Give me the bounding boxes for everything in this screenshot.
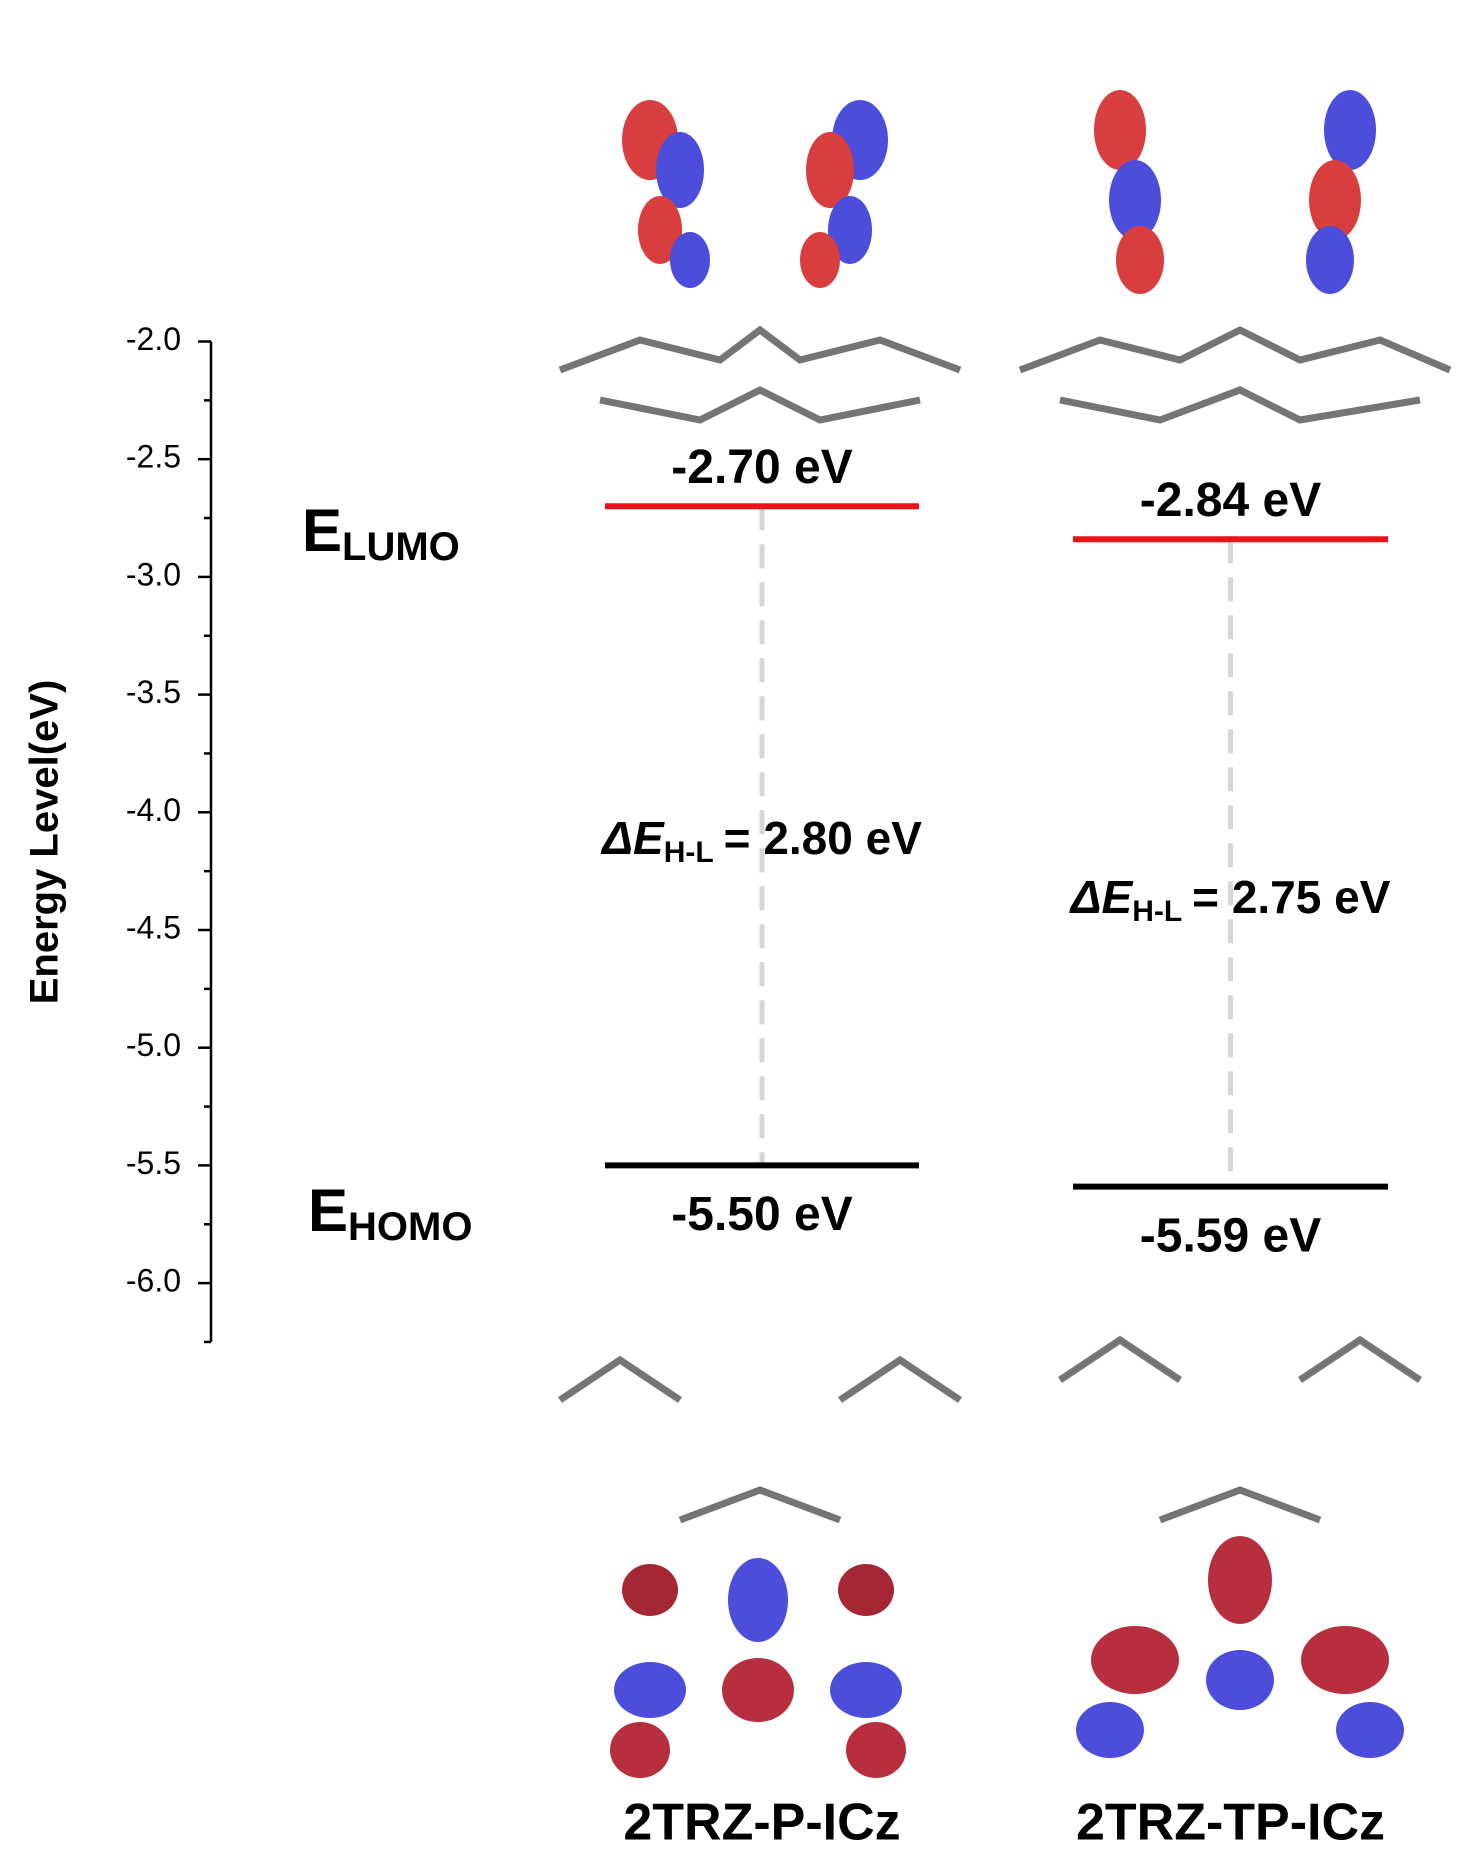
y-axis-title: Energy Level(eV) xyxy=(23,680,67,1005)
y-tick-label: -5.5 xyxy=(126,1145,181,1181)
y-tick-label: -3.0 xyxy=(126,556,181,592)
y-tick-label: -4.0 xyxy=(126,792,181,828)
homo-value-label: -5.50 eV xyxy=(671,1188,852,1241)
molecule-illustrations xyxy=(558,90,1452,1778)
homo-value-label: -5.59 eV xyxy=(1140,1209,1321,1262)
gap-symbol: ΔE xyxy=(1069,871,1134,923)
lumo-orbital-2 xyxy=(1018,90,1452,424)
y-tick-label: -6.0 xyxy=(126,1263,181,1299)
lumo-value-label: -2.84 eV xyxy=(1140,474,1321,527)
lumo-value-label: -2.70 eV xyxy=(671,441,852,494)
homo-symbol-label: EHOMO xyxy=(308,1177,472,1249)
gap-value-label: = 2.75 eV xyxy=(1192,871,1391,923)
homo-orbital-2 xyxy=(1058,1335,1422,1758)
molecule-name: 2TRZ-TP-ICz xyxy=(1076,1794,1385,1852)
lumo-orbital-1 xyxy=(558,100,962,424)
homo-orbital-1 xyxy=(558,1355,962,1778)
gap-subscript: H-L xyxy=(664,836,714,869)
lumo-symbol-label: ELUMO xyxy=(302,497,460,569)
lumo-subscript: LUMO xyxy=(342,525,460,569)
gap-label: ΔEH-L = 2.80 eV xyxy=(600,812,922,869)
homo-symbol: E xyxy=(308,1177,348,1244)
molecule-name: 2TRZ-P-ICz xyxy=(623,1794,900,1852)
y-tick-label: -2.5 xyxy=(126,439,181,475)
gap-value-label: = 2.80 eV xyxy=(724,812,923,864)
gap-subscript: H-L xyxy=(1132,895,1182,928)
gap-label: ΔEH-L = 2.75 eV xyxy=(1069,871,1391,928)
lumo-symbol: E xyxy=(302,497,342,564)
gap-symbol: ΔE xyxy=(600,812,665,864)
y-tick-label: -2.0 xyxy=(126,321,181,357)
y-tick-label: -3.5 xyxy=(126,674,181,710)
y-tick-label: -5.0 xyxy=(126,1027,181,1063)
homo-subscript: HOMO xyxy=(348,1205,472,1249)
y-tick-label: -4.5 xyxy=(126,909,181,945)
